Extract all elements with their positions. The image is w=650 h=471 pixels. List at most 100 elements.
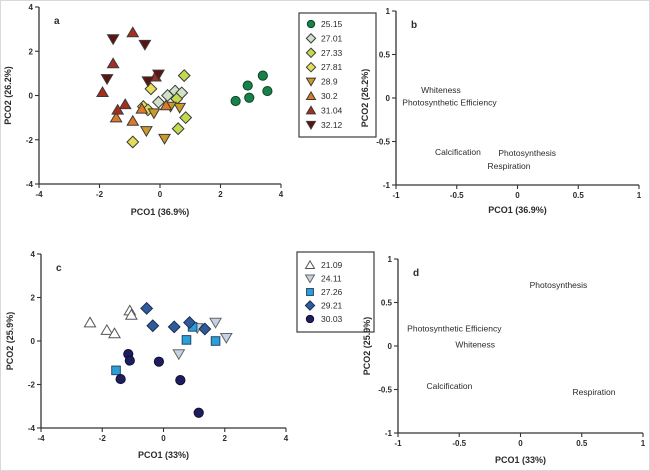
y-tick-label: 2 [29,47,34,56]
series-31.04 [96,26,162,115]
data-point-marker [210,336,221,346]
data-point-marker [209,317,223,329]
x-tick-label: 2 [223,434,228,443]
data-point-marker [126,26,140,38]
data-point-marker [219,332,233,344]
data-point-marker [230,95,241,107]
data-point-marker [172,349,186,361]
legend-marker [305,61,317,73]
legend-marker [306,19,316,29]
y-tick-label: 4 [29,3,34,12]
y-tick-label: -4 [28,424,36,433]
data-point-marker [183,316,197,330]
data-point-marker [141,76,155,88]
data-point-marker [159,99,173,111]
y-tick-label: -0.5 [376,138,390,147]
variable-label: Respiration [573,387,616,397]
panel-c: -4 -2 0 2 4 -4 -2 0 2 4 PCO1 (33%) PCO2 (25.9%) c 21.… [5,250,375,460]
data-point-marker [124,308,138,320]
legend-marker [305,47,317,59]
y-tick-label: 1 [388,255,393,264]
x-axis-title: PCO1 (36.9%) [131,207,190,217]
data-point-marker [83,316,97,328]
y-tick-label: 0 [388,342,393,351]
y-tick-label: 1 [386,7,391,16]
data-point-marker [179,111,193,125]
panel-b: -1 -0.5 0 0.5 1 -1 -0.5 0 0.5 1 PCO1 (36.9%) PCO2 (… [360,7,642,215]
legend-entry-label: 28.9 [321,77,338,87]
x-tick-label: 4 [279,190,284,199]
y-tick-label: 0.5 [379,51,391,60]
data-point-marker [135,102,149,114]
y-tick-label: 0 [29,92,34,101]
data-point-marker [138,39,152,51]
data-point-marker [124,355,135,366]
x-tick-label: 1 [641,439,646,448]
x-tick-label: 0 [161,434,166,443]
legend-marker [305,120,317,130]
y-axis-title: PCO2 (25.9%) [362,317,372,376]
variable-label: Calcification [435,147,481,157]
data-point-marker [152,69,165,81]
data-point-marker [100,74,114,86]
data-point-marker [118,98,132,110]
variable-label: Photosynthetic Efficiency [402,97,497,107]
variable-label: Calcification [427,381,473,391]
x-tick-label: -2 [99,434,107,443]
data-point-marker [115,373,126,385]
x-tick-label: 2 [218,190,223,199]
series-21.09 [83,304,138,339]
x-tick-label: 0 [515,191,520,200]
data-point-marker [140,301,154,315]
x-tick-label: -4 [37,434,45,443]
data-point-marker [96,85,110,97]
legend-entry-label: 32.12 [321,120,343,130]
data-point-marker [242,80,253,91]
x-axis-title: PCO1 (33%) [495,455,546,465]
x-tick-label: 4 [284,434,289,443]
legend-entry-label: 27.26 [321,287,343,297]
panel-letter: d [413,268,419,279]
data-point-marker [106,57,120,69]
y-axis-title: PCO2 (26.2%) [360,69,370,128]
x-tick-label: -1 [392,191,400,200]
x-tick-label: 0.5 [573,191,585,200]
legend-marker [304,274,316,284]
data-point-marker [167,320,181,334]
legend-marker [304,300,316,311]
legend-entry-label: 29.21 [321,301,343,311]
data-point-marker [109,111,123,123]
legend-marker [305,90,317,100]
legend-marker [305,33,317,44]
legend-marker [306,288,314,296]
x-tick-label: -0.5 [452,439,466,448]
legend-box [298,12,377,138]
data-point-marker [177,69,191,83]
legend-entry-label: 27.01 [321,33,343,43]
x-tick-label: -1 [394,439,402,448]
data-point-marker [111,365,121,376]
x-tick-label: -4 [35,190,43,199]
data-point-marker [111,103,125,115]
data-point-marker [262,85,273,97]
series-29.21 [140,301,212,336]
legend-entry-label: 30.03 [321,314,343,324]
y-tick-label: -4 [26,180,34,189]
x-tick-label: -0.5 [450,191,464,200]
data-point-marker [147,108,161,120]
data-point-marker [126,135,140,149]
data-point-marker [244,92,255,103]
data-point-marker [153,356,165,367]
x-tick-label: 0.5 [576,439,588,448]
panel-letter: c [56,263,62,274]
legend-entry-label: 27.81 [321,62,343,72]
legend-marker [305,77,317,87]
legend-entry-label: 31.04 [321,105,343,115]
panel-letter: a [54,16,60,27]
variable-label: Whiteness [455,339,495,349]
x-tick-label: 1 [637,191,642,200]
variable-label: Photosynthesis [530,280,588,290]
data-point-marker [175,375,186,386]
